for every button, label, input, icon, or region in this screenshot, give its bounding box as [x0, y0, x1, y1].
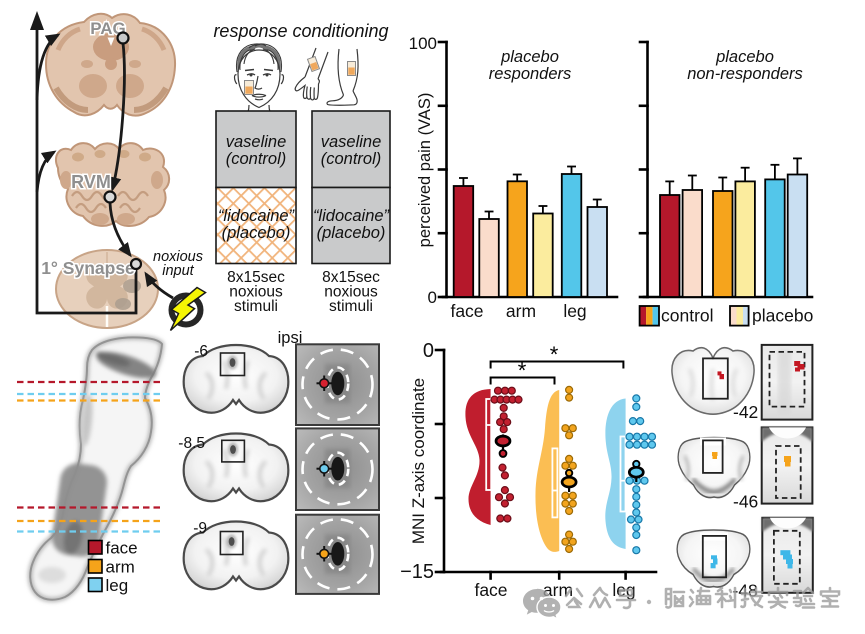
- svg-text:8x15sec: 8x15sec: [227, 269, 285, 286]
- svg-text:100: 100: [409, 34, 437, 53]
- svg-text:face: face: [450, 301, 483, 321]
- svg-text:0: 0: [428, 288, 437, 307]
- svg-text:control: control: [661, 306, 714, 326]
- svg-text:-9: -9: [193, 520, 207, 537]
- svg-text:(control): (control): [226, 150, 287, 168]
- svg-text:RVM: RVM: [71, 172, 111, 192]
- svg-text:-6: -6: [194, 343, 208, 360]
- svg-text:arm: arm: [506, 301, 536, 321]
- svg-text:0: 0: [423, 340, 434, 362]
- svg-text:response conditioning: response conditioning: [213, 21, 388, 41]
- svg-text:vaseline: vaseline: [321, 133, 382, 151]
- svg-text:vaseline: vaseline: [226, 133, 287, 151]
- svg-text:placebo: placebo: [715, 48, 774, 66]
- svg-text:input: input: [162, 263, 194, 279]
- svg-text:face: face: [106, 539, 138, 558]
- svg-text:placebo: placebo: [752, 306, 813, 326]
- svg-text:placebo: placebo: [500, 48, 559, 66]
- svg-text:-46: -46: [733, 492, 758, 512]
- svg-text:perceived pain (VAS): perceived pain (VAS): [416, 93, 434, 248]
- svg-text:*: *: [550, 342, 559, 367]
- svg-text:−15: −15: [400, 561, 434, 583]
- svg-text:responders: responders: [489, 65, 572, 83]
- svg-text:(placebo): (placebo): [317, 224, 386, 242]
- svg-text:-8.5: -8.5: [178, 435, 205, 452]
- svg-text:stimuli: stimuli: [234, 298, 278, 315]
- svg-text:“lidocaine”: “lidocaine”: [218, 207, 296, 225]
- svg-text:-42: -42: [733, 402, 758, 422]
- svg-text:noxious: noxious: [229, 284, 283, 301]
- svg-text:MNI Z-axis coordinate: MNI Z-axis coordinate: [409, 378, 428, 544]
- svg-text:noxious: noxious: [324, 284, 378, 301]
- svg-text:8x15sec: 8x15sec: [322, 269, 380, 286]
- svg-text:(placebo): (placebo): [222, 224, 291, 242]
- svg-text:*: *: [518, 358, 527, 383]
- svg-text:PAG: PAG: [90, 19, 126, 38]
- svg-text:stimuli: stimuli: [329, 298, 373, 315]
- svg-text:ipsi: ipsi: [278, 329, 303, 347]
- svg-text:“lidocaine”: “lidocaine”: [313, 207, 391, 225]
- svg-text:leg: leg: [106, 576, 129, 595]
- svg-text:(control): (control): [321, 150, 382, 168]
- svg-text:leg: leg: [563, 301, 586, 321]
- svg-text:face: face: [474, 580, 507, 600]
- svg-text:arm: arm: [106, 558, 135, 577]
- svg-text:non-responders: non-responders: [687, 65, 803, 83]
- svg-text:noxious: noxious: [153, 249, 203, 265]
- svg-text:1° Synapse: 1° Synapse: [41, 258, 135, 278]
